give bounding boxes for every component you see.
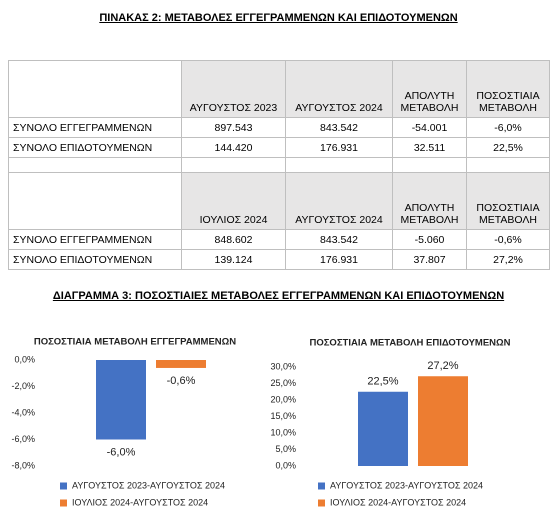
chart-title: ΠΟΣΟΣΤΙΑΙΑ ΜΕΤΑΒΟΛΗ ΕΓΓΕΓΡΑΜΜΕΝΩΝ: [34, 337, 236, 348]
table-row: ΣΥΝΟΛΟ ΕΓΓΕΓΡΑΜΜΕΝΩΝ 848.602 843.542 -5.060…: [8, 229, 550, 250]
table-cell: 176.931: [285, 137, 393, 158]
y-tick-label: 20,0%: [270, 394, 296, 404]
row-label: ΣΥΝΟΛΟ ΕΠΙΔΟΤΟΥΜΕΝΩΝ: [8, 249, 182, 270]
bar: [358, 391, 408, 466]
column-header: ΠΟΣΟΣΤΙΑΙΑ ΜΕΤΑΒΟΛΗ: [466, 172, 550, 230]
diagram-title: ΔΙΑΓΡΑΜΜΑ 3: ΠΟΣΟΣΤΙΑΙΕΣ ΜΕΤΑΒΟΛΕΣ ΕΓΓΕΓ…: [52, 290, 505, 302]
table-cell: 27,2%: [466, 249, 550, 270]
bar: [156, 360, 206, 368]
table-row: ΙΟΥΛΙΟΣ 2024 ΑΥΓΟΥΣΤΟΣ 2024 ΑΠΟΛΥΤΗ ΜΕΤΑΒΟ…: [8, 172, 550, 230]
column-header: ΑΥΓΟΥΣΤΟΣ 2023: [181, 60, 286, 118]
legend-swatch: [318, 499, 325, 507]
table-cell: 139.124: [181, 249, 286, 270]
legend-swatch: [60, 499, 67, 507]
data-label: -6,0%: [107, 446, 136, 458]
chart-title: ΠΟΣΟΣΤΙΑΙΑ ΜΕΤΑΒΟΛΗ ΕΠΙΔΟΤΟΥΜΕΝΩΝ: [309, 338, 510, 349]
column-header: ΑΥΓΟΥΣΤΟΣ 2024: [285, 60, 393, 118]
y-tick-label: 15,0%: [270, 411, 296, 421]
row-label: ΣΥΝΟΛΟ ΕΠΙΔΟΤΟΥΜΕΝΩΝ: [8, 137, 182, 158]
legend-swatch: [60, 482, 67, 490]
legend-label: ΙΟΥΛΙΟΣ 2024-ΑΥΓΟΥΣΤΟΣ 2024: [330, 497, 466, 507]
y-tick-label: 0,0%: [275, 460, 296, 470]
column-header: ΑΥΓΟΥΣΤΟΣ 2024: [285, 172, 393, 230]
legend-label: ΑΥΓΟΥΣΤΟΣ 2023-ΑΥΓΟΥΣΤΟΣ 2024: [330, 480, 483, 490]
table-row: ΣΥΝΟΛΟ ΕΠΙΔΟΤΟΥΜΕΝΩΝ 139.124 176.931 37.807…: [8, 249, 550, 270]
legend-swatch: [318, 482, 325, 490]
legend-label: ΙΟΥΛΙΟΣ 2024-ΑΥΓΟΥΣΤΟΣ 2024: [72, 497, 208, 507]
row-label: ΣΥΝΟΛΟ ΕΓΓΕΓΡΑΜΜΕΝΩΝ: [8, 117, 182, 138]
table: ΑΥΓΟΥΣΤΟΣ 2023 ΑΥΓΟΥΣΤΟΣ 2024 ΑΠΟΛΥΤΗ ΜΕΤΑ…: [8, 60, 550, 270]
table-cell: 144.420: [181, 137, 286, 158]
table-title: ΠΙΝΑΚΑΣ 2: ΜΕΤΑΒΟΛΕΣ ΕΓΓΕΓΡΑΜΜΕΝΩΝ ΚΑΙ Ε…: [99, 12, 458, 24]
table-cell: 176.931: [285, 249, 393, 270]
table-cell: 37.807: [392, 249, 467, 270]
y-tick-label: 5,0%: [275, 444, 296, 454]
y-tick-label: -8,0%: [11, 460, 35, 470]
y-tick-label: -6,0%: [11, 434, 35, 444]
table-row: ΑΥΓΟΥΣΤΟΣ 2023 ΑΥΓΟΥΣΤΟΣ 2024 ΑΠΟΛΥΤΗ ΜΕΤΑ…: [8, 60, 550, 118]
data-label: -0,6%: [167, 375, 196, 387]
data-label: 22,5%: [367, 376, 398, 388]
column-header: ΙΟΥΛΙΟΣ 2024: [181, 172, 286, 230]
y-tick-label: 30,0%: [270, 361, 296, 371]
legend-label: ΑΥΓΟΥΣΤΟΣ 2023-ΑΥΓΟΥΣΤΟΣ 2024: [72, 480, 225, 490]
data-label: 27,2%: [427, 360, 458, 372]
bar: [96, 360, 146, 440]
bar: [418, 376, 468, 466]
column-header: ΑΠΟΛΥΤΗ ΜΕΤΑΒΟΛΗ: [392, 60, 467, 118]
y-tick-label: -2,0%: [11, 381, 35, 391]
empty-cell: [8, 172, 182, 230]
table-row: [8, 157, 550, 173]
empty-cell: [8, 60, 182, 118]
y-tick-label: 25,0%: [270, 378, 296, 388]
y-tick-label: 0,0%: [14, 354, 35, 364]
y-tick-label: -4,0%: [11, 407, 35, 417]
column-header: ΑΠΟΛΥΤΗ ΜΕΤΑΒΟΛΗ: [392, 172, 467, 230]
column-header: ΠΟΣΟΣΤΙΑΙΑ ΜΕΤΑΒΟΛΗ: [466, 60, 550, 118]
y-tick-label: 10,0%: [270, 427, 296, 437]
